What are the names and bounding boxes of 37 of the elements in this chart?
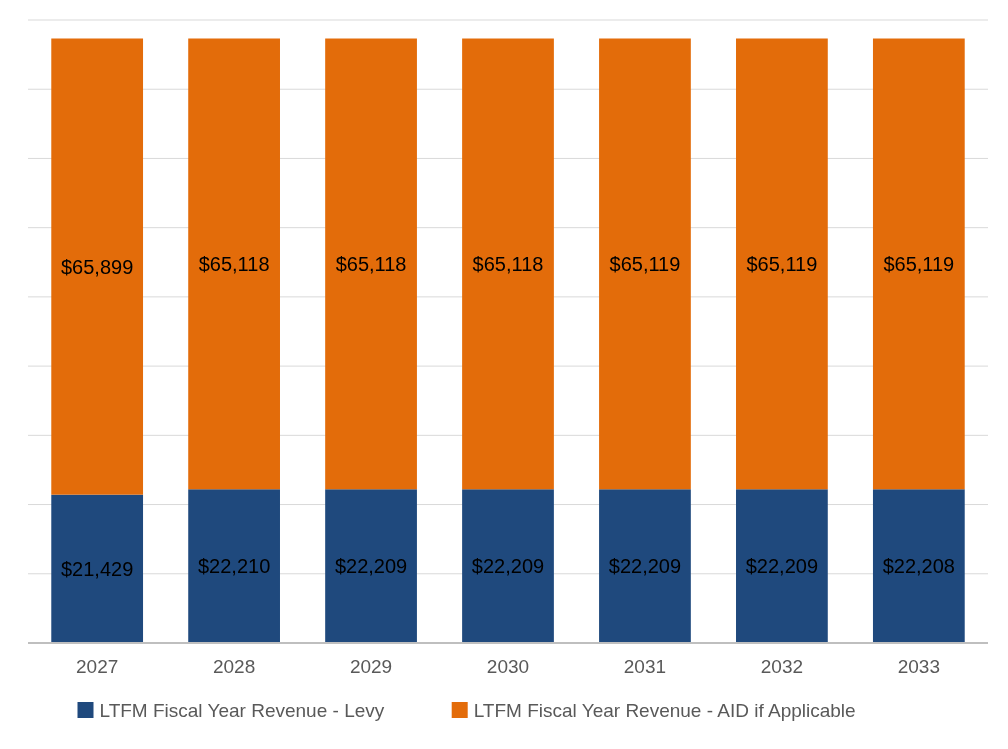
bar [51,494,144,643]
data-label: $22,210 [197,555,271,578]
bar [188,489,280,643]
bar [736,489,828,643]
bar [599,489,691,643]
data-label: $22,209 [334,555,408,578]
x-tick-label: 2028 [212,656,256,677]
bar [736,38,828,490]
data-label: $65,118 [198,252,270,275]
legend-label: LTFM Fiscal Year Revenue - AID if Applicable [473,699,856,721]
x-tick-label: 2027 [76,656,119,677]
bar [872,38,965,490]
bar [599,38,691,490]
bar [325,38,417,490]
bar [188,38,280,490]
bar [462,489,554,643]
data-label: $65,899 [61,255,134,278]
data-label: $65,119 [609,252,681,275]
data-label: $65,119 [883,252,955,275]
data-label: $65,118 [472,252,544,275]
bar [872,489,965,643]
data-label: $22,209 [471,555,545,578]
x-tick-label: 2029 [349,656,393,677]
data-label: $22,209 [608,555,682,578]
x-tick-label: 2030 [486,656,530,677]
data-label: $65,118 [335,252,407,275]
data-label: $65,119 [746,252,818,275]
bar [51,38,144,495]
bar [325,489,417,643]
x-tick-label: 2033 [897,656,940,677]
x-tick-label: 2032 [760,656,804,677]
data-label: $22,209 [745,555,819,578]
data-label: $22,208 [882,555,955,578]
x-tick-label: 2031 [623,656,667,677]
data-label: $21,429 [61,557,134,580]
legend-label: LTFM Fiscal Year Revenue - Levy [99,699,385,721]
bar [462,38,554,490]
